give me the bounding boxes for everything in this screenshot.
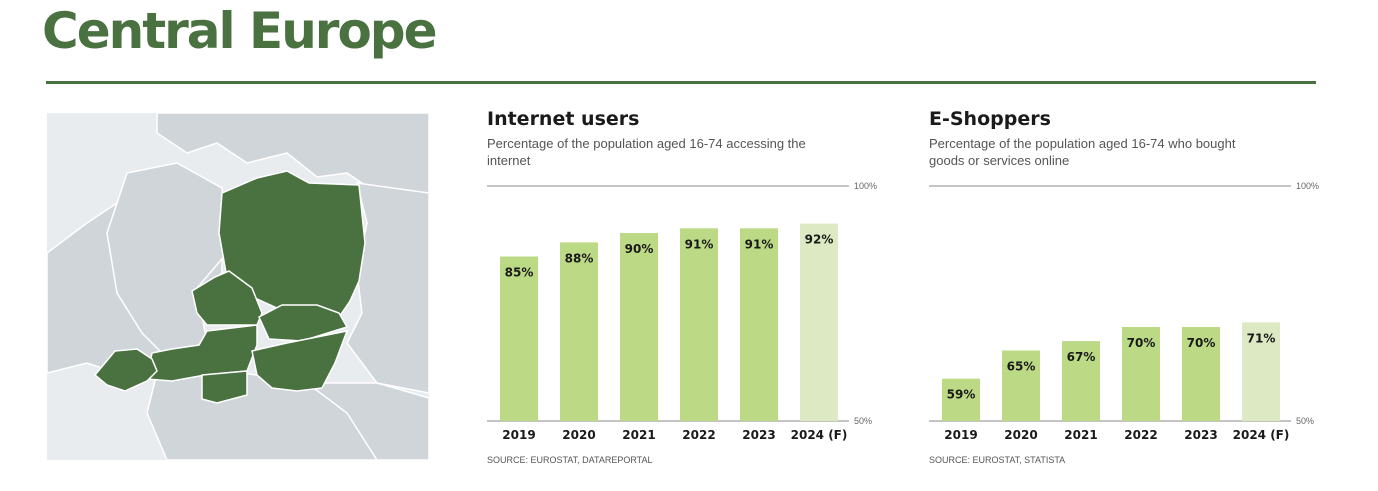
bar [1002, 350, 1040, 421]
category-label: 2023 [742, 428, 775, 442]
bar [620, 233, 658, 421]
panel-title: E-Shoppers [929, 108, 1051, 130]
bar [942, 378, 980, 421]
bar [740, 228, 778, 421]
category-label: 2021 [622, 428, 655, 442]
data-label: 70% [1127, 336, 1156, 350]
axis-label-bottom: 50% [854, 416, 872, 426]
bar [800, 223, 838, 421]
bar [1242, 322, 1280, 421]
map-region-austria [146, 324, 258, 382]
internet-users-panel: Internet users Percentage of the populat… [487, 108, 887, 478]
bar [1062, 341, 1100, 421]
category-label: 2019 [944, 428, 977, 442]
category-label: 2022 [682, 428, 715, 442]
source-note: SOURCE: EUROSTAT, STATISTA [929, 455, 1066, 465]
category-label: 2024 (F) [1233, 428, 1290, 442]
panel-title: Internet users [487, 108, 640, 130]
bar [1182, 327, 1220, 421]
map-land-southeast [304, 382, 429, 460]
bar [500, 256, 538, 421]
page-title: Central Europe [42, 2, 438, 60]
title-divider [46, 81, 1316, 84]
source-note: SOURCE: EUROSTAT, DATAREPORTAL [487, 455, 653, 465]
map-region-slovenia [201, 370, 248, 404]
data-label: 91% [685, 237, 714, 251]
data-label: 90% [625, 242, 654, 256]
category-label: 2024 (F) [791, 428, 848, 442]
data-label: 70% [1187, 336, 1216, 350]
data-label: 59% [947, 388, 976, 402]
data-label: 71% [1247, 331, 1276, 345]
map-region-switzerland [93, 348, 158, 392]
e-shoppers-panel: E-Shoppers Percentage of the population … [929, 108, 1329, 478]
map-region-slovakia [258, 304, 349, 342]
data-label: 88% [565, 251, 594, 265]
category-label: 2022 [1124, 428, 1157, 442]
axis-label-top: 100% [1296, 181, 1319, 191]
data-label: 92% [805, 233, 834, 247]
panel-subtitle: Percentage of the population aged 16-74 … [487, 136, 806, 168]
bar [680, 228, 718, 421]
central-europe-map [47, 113, 429, 460]
category-label: 2020 [562, 428, 595, 442]
bar [560, 242, 598, 421]
bar [1122, 327, 1160, 421]
category-label: 2020 [1004, 428, 1037, 442]
e-shoppers-chart: 100% 50% 59% 2019 65% 2020 67% 2021 70% 2022 70% 20… [929, 181, 1319, 442]
internet-users-chart: 100% 50% 85% 2019 88% 2020 90% 2021 91% 2022 91% 20… [487, 181, 877, 442]
category-label: 2021 [1064, 428, 1097, 442]
data-label: 91% [745, 237, 774, 251]
data-label: 85% [505, 266, 534, 280]
data-label: 65% [1007, 360, 1036, 374]
axis-label-top: 100% [854, 181, 877, 191]
axis-label-bottom: 50% [1296, 416, 1314, 426]
map-region-hungary [251, 329, 349, 392]
category-label: 2019 [502, 428, 535, 442]
data-label: 67% [1067, 350, 1096, 364]
category-label: 2023 [1184, 428, 1217, 442]
map-land-north [156, 113, 429, 204]
panel-subtitle: Percentage of the population aged 16-74 … [929, 136, 1236, 168]
